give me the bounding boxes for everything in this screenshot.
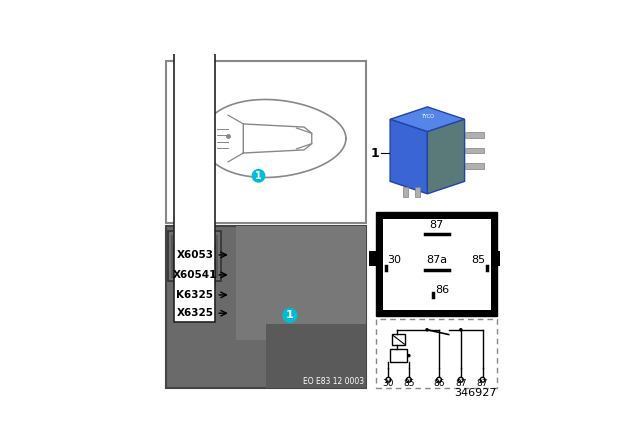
Circle shape	[406, 377, 412, 382]
Text: K6325: K6325	[177, 290, 213, 300]
Text: EO E83 12 0003: EO E83 12 0003	[303, 377, 364, 386]
Text: 87: 87	[477, 379, 488, 388]
Bar	[175, 266, 215, 284]
Circle shape	[459, 328, 463, 332]
Bar	[383, 219, 491, 310]
Bar	[166, 60, 366, 223]
Bar	[166, 226, 366, 388]
Bar	[376, 212, 497, 316]
Circle shape	[458, 377, 463, 382]
Bar	[465, 132, 484, 138]
Text: 85: 85	[472, 255, 486, 265]
Bar	[266, 323, 366, 388]
Polygon shape	[390, 119, 428, 194]
Bar	[175, 246, 215, 263]
Bar	[376, 319, 497, 388]
Polygon shape	[390, 107, 465, 132]
Text: 1: 1	[255, 171, 262, 181]
Circle shape	[425, 328, 429, 332]
Text: 1: 1	[286, 310, 294, 320]
Circle shape	[407, 354, 411, 358]
Text: 87: 87	[455, 379, 467, 388]
Bar	[403, 187, 408, 197]
Bar	[390, 349, 407, 362]
Circle shape	[283, 309, 297, 322]
Circle shape	[386, 377, 391, 382]
Text: X60541: X60541	[173, 270, 217, 280]
Polygon shape	[428, 119, 465, 194]
Circle shape	[252, 170, 265, 182]
Bar	[175, 0, 215, 322]
Text: TYCO: TYCO	[421, 114, 434, 119]
Bar	[168, 232, 221, 281]
Text: 85: 85	[403, 379, 415, 388]
Bar	[465, 163, 484, 168]
Text: 30: 30	[388, 255, 402, 265]
Bar	[236, 226, 366, 340]
Bar	[369, 251, 376, 266]
Text: 86: 86	[435, 285, 449, 295]
Bar	[392, 334, 406, 345]
Text: 30: 30	[383, 379, 394, 388]
Text: 87: 87	[429, 220, 444, 230]
Text: 86: 86	[433, 379, 445, 388]
Bar	[171, 235, 218, 278]
Text: X6325: X6325	[177, 308, 213, 318]
Circle shape	[480, 377, 485, 382]
Bar	[465, 147, 484, 153]
Bar	[415, 187, 420, 197]
Text: 87a: 87a	[426, 255, 447, 265]
Bar	[497, 251, 504, 266]
Text: 1: 1	[371, 147, 380, 160]
Circle shape	[436, 377, 442, 382]
Text: X6053: X6053	[177, 250, 213, 260]
Text: 346927: 346927	[454, 388, 497, 398]
